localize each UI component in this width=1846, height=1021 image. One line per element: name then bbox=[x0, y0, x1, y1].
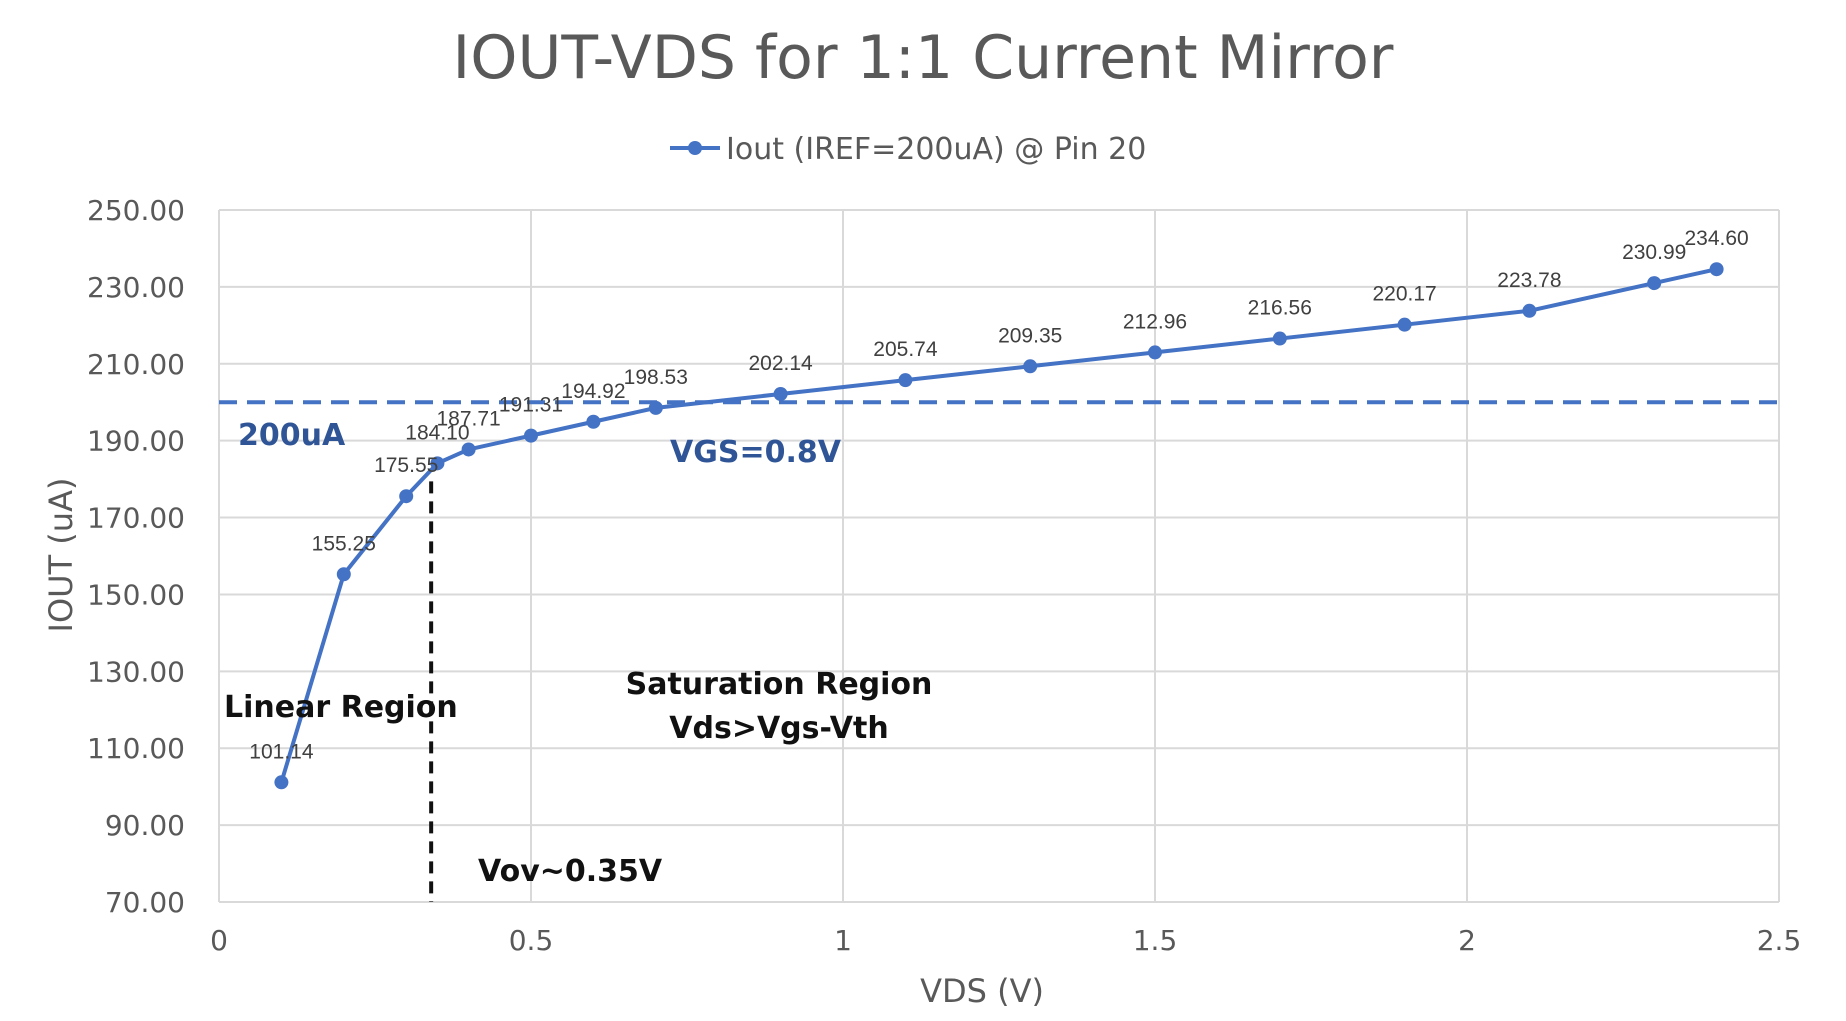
legend: Iout (IREF=200uA) @ Pin 20 bbox=[670, 132, 1146, 167]
y-axis-title: IOUT (uA) bbox=[42, 478, 80, 633]
y-tick-label: 230.00 bbox=[87, 271, 185, 304]
data-point bbox=[773, 386, 788, 401]
data-label: 194.92 bbox=[561, 380, 625, 403]
data-point bbox=[399, 489, 414, 504]
y-tick-label: 190.00 bbox=[87, 425, 185, 458]
data-label: 191.31 bbox=[499, 394, 563, 417]
data-point bbox=[586, 414, 601, 429]
chart-title: IOUT-VDS for 1:1 Current Mirror bbox=[453, 23, 1394, 93]
reference-label: 200uA bbox=[238, 418, 346, 453]
legend-dot-marker bbox=[688, 141, 702, 155]
data-label: 230.99 bbox=[1622, 241, 1686, 264]
data-point bbox=[1397, 317, 1412, 332]
data-point bbox=[1272, 331, 1287, 346]
data-point bbox=[1709, 262, 1724, 277]
gridlines bbox=[218, 209, 1780, 903]
data-label: 223.78 bbox=[1497, 269, 1561, 292]
data-point bbox=[524, 428, 538, 443]
vov-annotation: Vov~0.35V bbox=[478, 854, 663, 889]
data-label: 212.96 bbox=[1123, 310, 1187, 333]
data-point bbox=[648, 400, 663, 415]
data-point bbox=[898, 373, 913, 388]
vgs-annotation: VGS=0.8V bbox=[670, 435, 842, 470]
x-tick-label: 1.5 bbox=[1133, 924, 1178, 957]
data-label: 198.53 bbox=[624, 366, 688, 389]
data-label: 220.17 bbox=[1372, 283, 1436, 306]
data-point bbox=[430, 456, 445, 471]
x-tick-label: 2.5 bbox=[1757, 924, 1802, 957]
legend-label: Iout (IREF=200uA) @ Pin 20 bbox=[726, 132, 1146, 167]
data-label: 205.74 bbox=[873, 338, 938, 361]
y-tick-label: 110.00 bbox=[87, 732, 185, 765]
x-tick-label: 2 bbox=[1458, 924, 1476, 957]
data-label: 216.56 bbox=[1248, 297, 1312, 320]
x-tick-label: 0 bbox=[210, 924, 228, 957]
x-tick-label: 1 bbox=[834, 924, 852, 957]
saturation-region-annotation: Saturation Region bbox=[626, 667, 933, 702]
x-tick-label: 0.5 bbox=[509, 924, 554, 957]
data-point bbox=[1148, 345, 1162, 360]
data-point bbox=[461, 442, 476, 457]
data-label: 202.14 bbox=[748, 352, 813, 375]
data-label: 234.60 bbox=[1684, 227, 1748, 250]
data-point bbox=[274, 775, 289, 790]
axis-tick-labels: 70.00 90.00 110.00 130.00 150.00 170.00 190.00… bbox=[87, 194, 1801, 957]
data-point bbox=[1522, 303, 1537, 318]
y-tick-label: 90.00 bbox=[105, 809, 185, 842]
data-label: 184.10 bbox=[405, 421, 469, 444]
data-label: 101.14 bbox=[249, 740, 314, 763]
data-labels: 101.14 155.25 175.55 184.10187.71191.31194.… bbox=[249, 227, 1748, 763]
x-axis-title: VDS (V) bbox=[920, 972, 1044, 1010]
saturation-condition-annotation: Vds>Vgs-Vth bbox=[669, 711, 888, 746]
y-tick-label: 210.00 bbox=[87, 348, 185, 381]
y-tick-label: 150.00 bbox=[87, 578, 185, 611]
data-label: 155.25 bbox=[312, 532, 376, 555]
data-point bbox=[1023, 359, 1038, 374]
y-tick-label: 70.00 bbox=[105, 886, 185, 919]
data-label: 175.55 bbox=[374, 454, 438, 477]
y-tick-label: 170.00 bbox=[87, 502, 185, 535]
linear-region-annotation: Linear Region bbox=[224, 690, 458, 725]
data-label: 187.71 bbox=[436, 407, 500, 430]
y-tick-label: 250.00 bbox=[87, 194, 185, 227]
data-point bbox=[336, 567, 351, 582]
data-point bbox=[1647, 276, 1662, 291]
y-tick-label: 130.00 bbox=[87, 655, 185, 688]
series-iout bbox=[274, 262, 1724, 790]
data-label: 209.35 bbox=[998, 324, 1062, 347]
